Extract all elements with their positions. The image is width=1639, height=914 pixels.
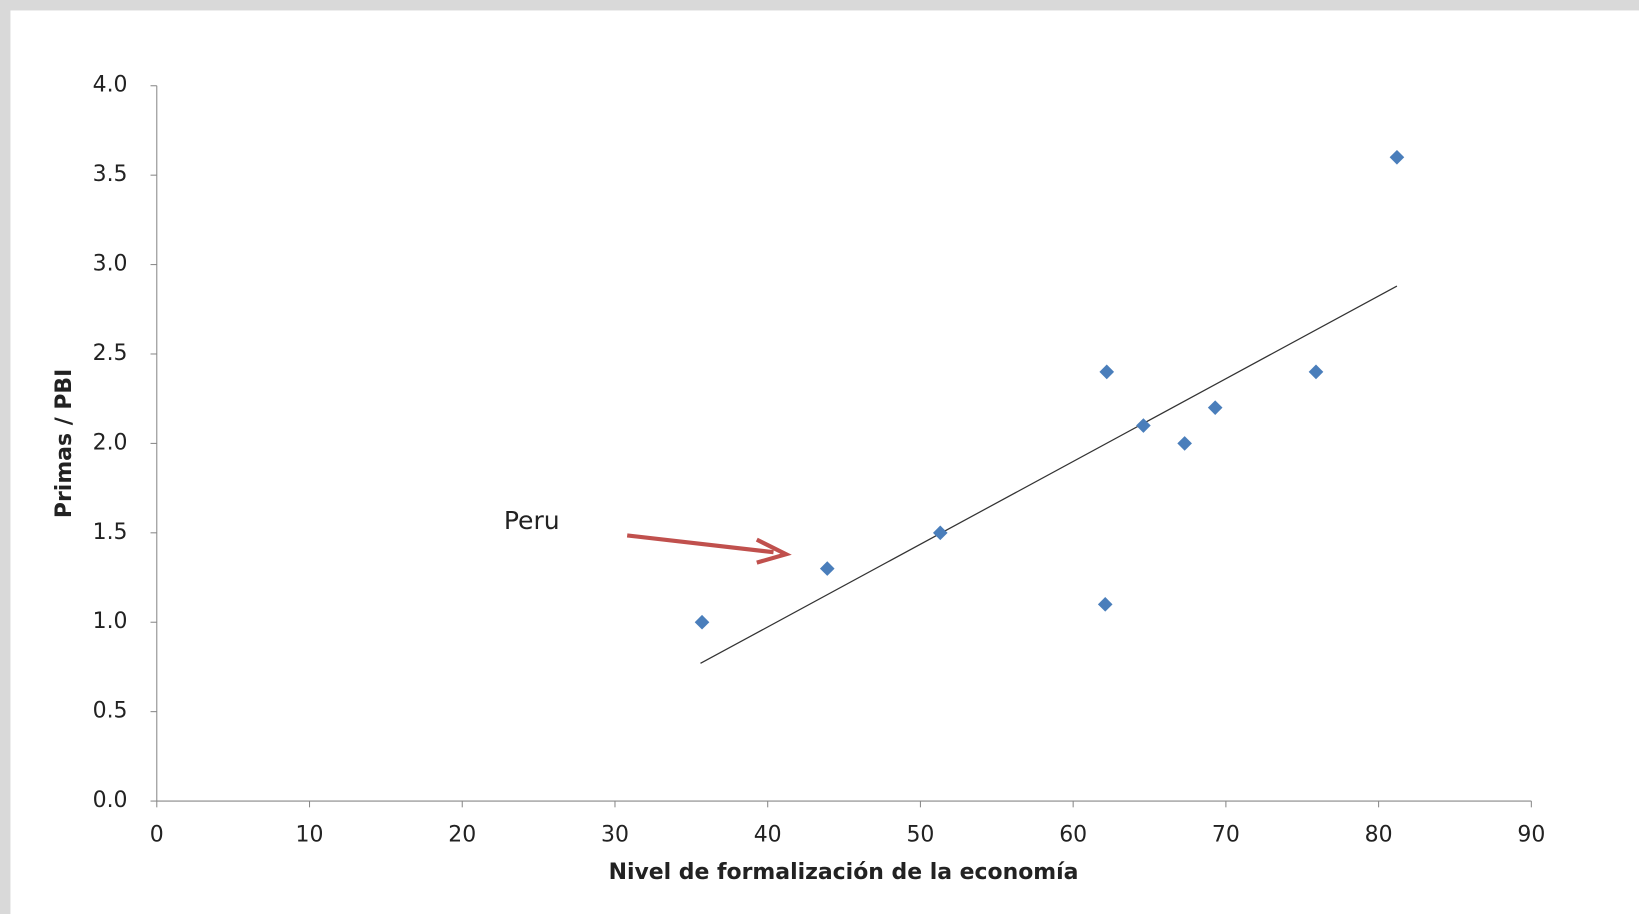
x-tick-label: 10 <box>296 823 324 848</box>
y-tick-label: 1.5 <box>93 520 128 545</box>
y-tick-label: 4.0 <box>93 73 128 98</box>
x-tick-label: 50 <box>906 823 934 848</box>
x-tick-label: 30 <box>601 823 629 848</box>
y-tick-label: 1.0 <box>93 609 128 634</box>
y-tick-label: 0.0 <box>93 788 128 813</box>
point <box>1177 436 1192 451</box>
x-axis-title: Nivel de formalización de la economía <box>609 860 1079 885</box>
x-tick-label: 90 <box>1517 823 1545 848</box>
plot-background <box>10 10 1639 914</box>
y-tick-label: 3.0 <box>93 252 128 277</box>
y-tick-label: 3.5 <box>93 162 128 187</box>
x-tick-label: 60 <box>1059 823 1087 848</box>
point <box>932 525 948 541</box>
y-tick-label: 2.5 <box>93 341 128 366</box>
point <box>1308 364 1324 380</box>
y-tick-label: 2.0 <box>93 430 128 455</box>
x-tick-label: 40 <box>754 823 782 848</box>
point <box>1136 418 1151 433</box>
x-tick-label: 20 <box>448 823 476 848</box>
x-tick-label: 0 <box>150 823 164 848</box>
y-tick-label: 0.5 <box>93 699 128 724</box>
x-tick-label: 70 <box>1212 823 1240 848</box>
x-tick-label: 80 <box>1365 823 1393 848</box>
trendline <box>700 285 1398 664</box>
annotation: Peru <box>504 506 560 535</box>
annotation-arrow <box>626 533 774 555</box>
y-axis-title: Primas / PBI <box>52 369 77 518</box>
annotation-arrowhead <box>755 537 792 565</box>
